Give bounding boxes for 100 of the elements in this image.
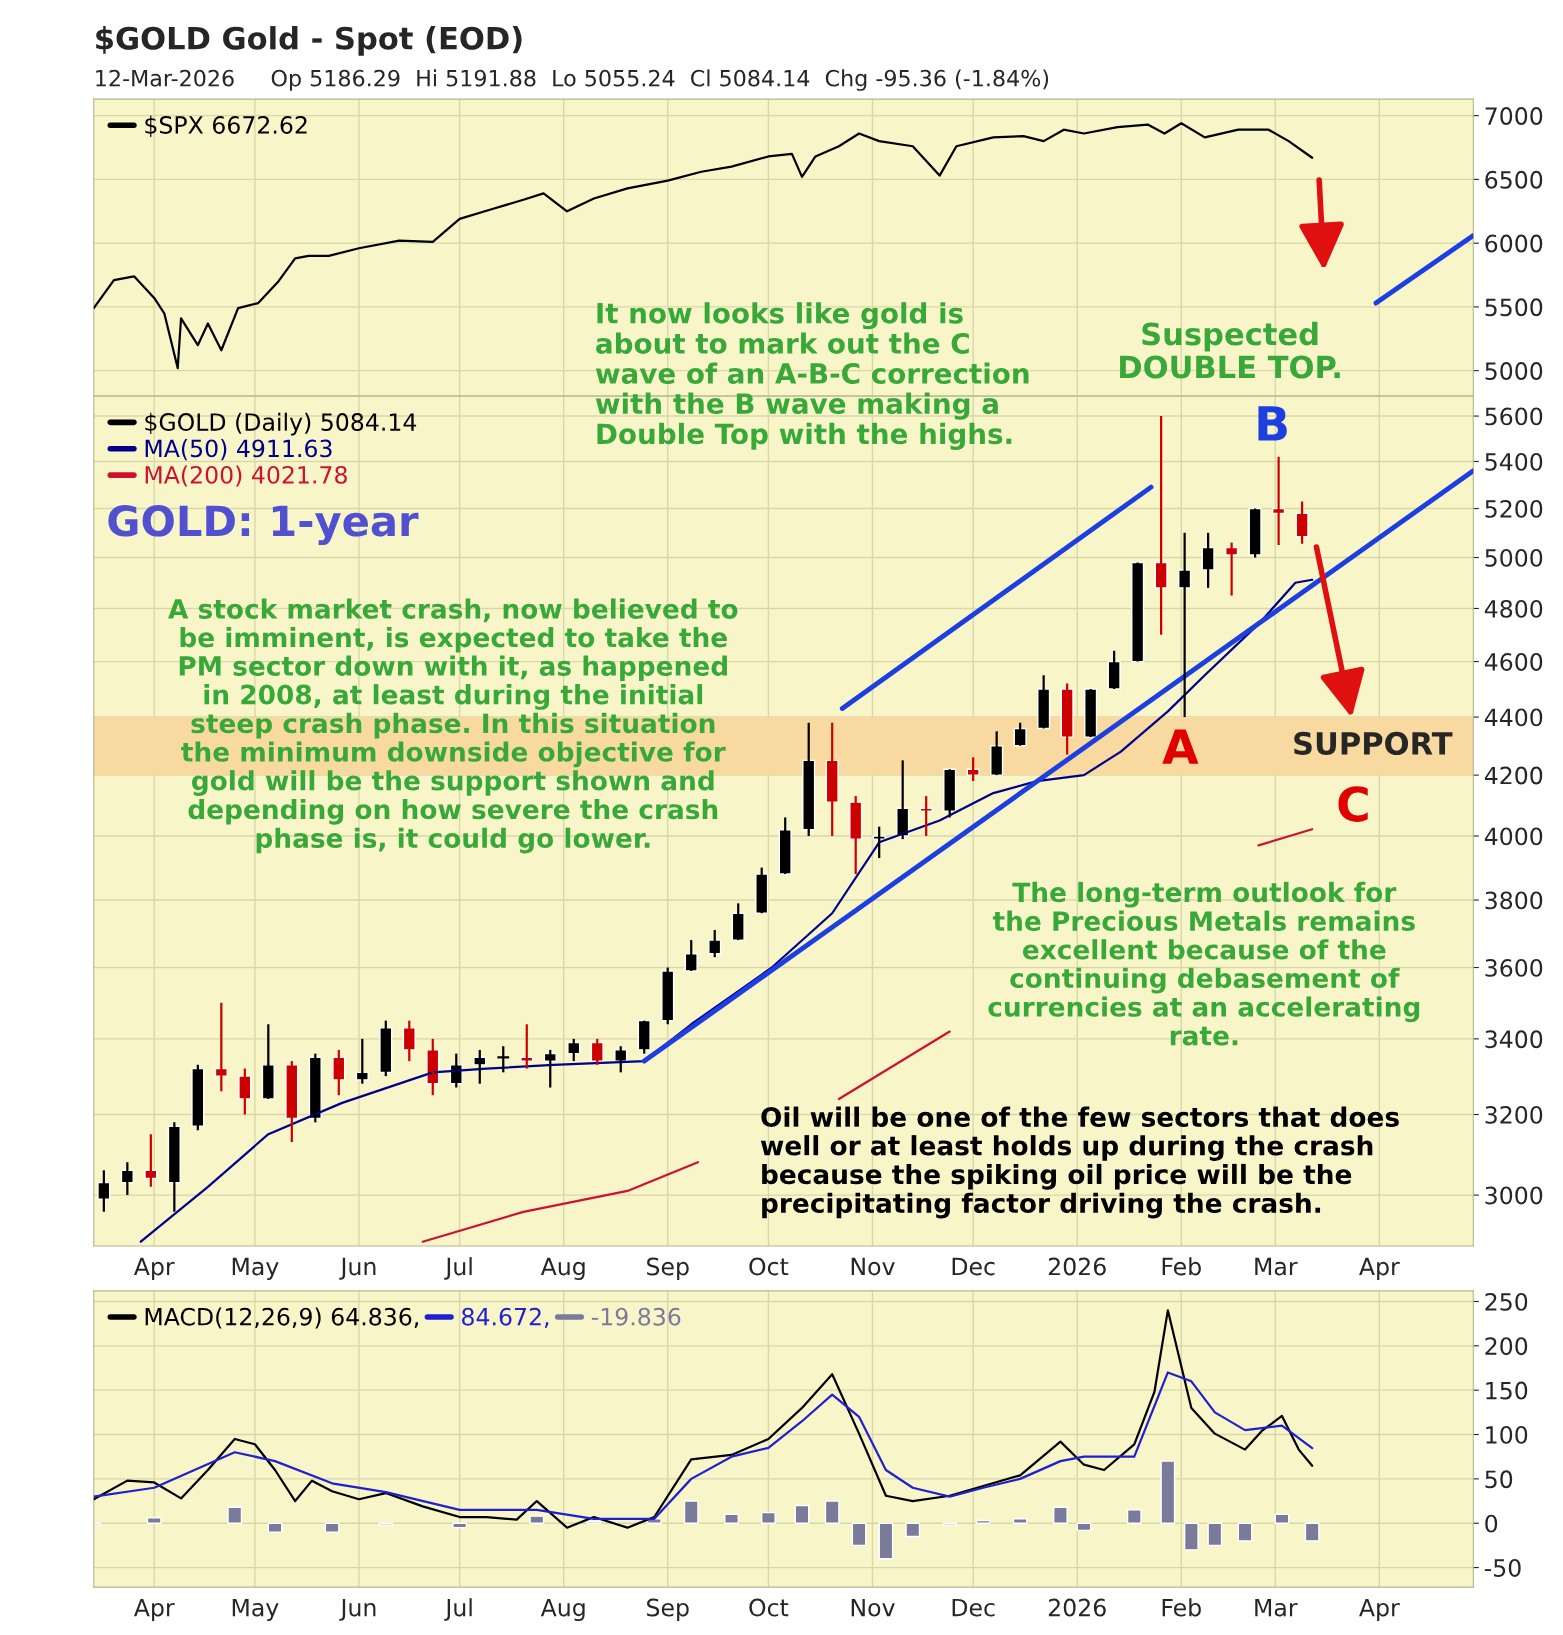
x-tick-label: Jul — [444, 1257, 472, 1280]
y-tick-label: 5400 — [1485, 452, 1543, 471]
x-tick-label: Nov — [851, 1257, 895, 1276]
annotation: It now looks like gold is about to mark out the C wave of an A-B-C correction with the B wave making a Double Top with the highs. — [595, 302, 1029, 450]
x-tick-label: 2026 — [1048, 1257, 1106, 1276]
x-tick-label: Feb — [1162, 1257, 1201, 1276]
y-tick-label: 5000 — [1485, 548, 1543, 567]
x-tick-label: 2026 — [1048, 1598, 1106, 1617]
y-tick-label: 6000 — [1485, 234, 1543, 253]
x-tick-label: Apr — [1359, 1598, 1400, 1622]
bar — [146, 1517, 162, 1524]
bar — [227, 1506, 243, 1524]
x-tick-label: Apr — [133, 1598, 175, 1622]
legend-label: -19.836 — [591, 1307, 681, 1326]
legend-label: MACD(12,26,9) 64.836, — [145, 1307, 418, 1329]
y-tick-label: 4800 — [1484, 599, 1543, 618]
y-tick-label: -50 — [1484, 1559, 1521, 1577]
bar — [1183, 1522, 1199, 1551]
candlestick — [966, 756, 980, 783]
chart-title: $GOLD Gold - Spot (EOD) — [96, 26, 522, 56]
bar — [761, 1511, 776, 1524]
x-tick-label: Sep — [647, 1598, 689, 1622]
x-tick-label: May — [232, 1598, 279, 1622]
legend-label: $GOLD (Daily) 5084.14 — [145, 412, 417, 436]
chart-subtitle: 12-Mar-2026 Op 5186.29 Hi 5191.88 Lo 5055.24 Cl 5084.14 Chg -95.36 (-1.84%) — [96, 69, 1049, 91]
bar — [1207, 1522, 1223, 1547]
annotation: Oil will be one of the few sectors that does well or at least holds up during the crash because the spiking oil price will be the precipitating factor driving the crash. — [760, 1106, 1399, 1219]
candlestick — [872, 825, 886, 860]
y-tick-label: 5500 — [1485, 298, 1543, 317]
bar — [1126, 1509, 1142, 1524]
bar — [851, 1522, 867, 1547]
bar — [683, 1500, 699, 1524]
y-tick-label: 3400 — [1485, 1030, 1543, 1049]
y-tick-label: 250 — [1485, 1292, 1528, 1311]
x-tick-label: Dec — [952, 1598, 995, 1617]
annotation: C — [1338, 786, 1368, 822]
x-tick-label: Dec — [952, 1257, 995, 1276]
x-tick-label: Jun — [339, 1598, 376, 1621]
legend-label: 84.672, — [462, 1307, 549, 1329]
x-tick-label: Sep — [647, 1257, 689, 1280]
x-tick-label: Aug — [540, 1257, 585, 1280]
bar — [1053, 1506, 1068, 1524]
y-tick-label: 4400 — [1484, 708, 1543, 727]
x-tick-label: Oct — [749, 1257, 789, 1276]
bar — [529, 1515, 545, 1524]
bar — [1076, 1522, 1092, 1532]
bar — [1304, 1522, 1320, 1542]
y-tick-label: 150 — [1486, 1381, 1528, 1400]
y-tick-label: 50 — [1485, 1470, 1513, 1489]
annotation: A — [1162, 729, 1199, 764]
y-tick-label: 4000 — [1484, 827, 1543, 846]
y-tick-label: 5200 — [1485, 500, 1543, 518]
x-tick-label: Oct — [749, 1598, 789, 1617]
x-tick-label: Nov — [851, 1598, 895, 1617]
bar — [1237, 1522, 1253, 1542]
bar — [975, 1519, 991, 1524]
x-tick-label: Apr — [133, 1257, 175, 1280]
y-tick-label: 100 — [1486, 1425, 1528, 1444]
x-tick-label: Mar — [1255, 1598, 1298, 1617]
y-tick-label: 6500 — [1485, 170, 1543, 189]
line-series — [93, 1371, 1314, 1520]
annotation: B — [1258, 406, 1287, 441]
bar — [1160, 1460, 1176, 1524]
candlestick — [1131, 561, 1145, 663]
annotation: Suspected DOUBLE TOP. — [1120, 321, 1340, 379]
legend-label: $SPX 6672.62 — [145, 115, 307, 138]
bar — [824, 1500, 840, 1524]
line-series — [93, 1309, 1314, 1529]
bar — [878, 1522, 894, 1560]
legend-label: MA(50) 4911.63 — [145, 439, 332, 461]
annotation: GOLD: 1-year — [108, 505, 419, 545]
y-tick-label: 5000 — [1485, 362, 1543, 380]
x-tick-label: Jun — [339, 1257, 376, 1280]
y-tick-label: 5600 — [1485, 407, 1543, 426]
bar — [1012, 1518, 1028, 1524]
x-tick-label: May — [232, 1257, 279, 1280]
y-tick-label: 4200 — [1484, 766, 1543, 785]
y-tick-label: 0 — [1485, 1514, 1498, 1533]
bar — [1274, 1513, 1290, 1524]
bar — [324, 1522, 340, 1533]
x-tick-label: Aug — [540, 1598, 585, 1622]
bar — [905, 1522, 921, 1538]
x-tick-label: Mar — [1255, 1257, 1298, 1276]
band-label: SUPPORT — [1294, 731, 1453, 755]
x-tick-label: Apr — [1359, 1257, 1400, 1280]
text: A stock market crash, now believed to be imminent, is expected to take the PM sector down with it, as happened in 2008, at least during the initial steep crash phase. In this situation the minimum downside objective for gold will be the support shown and depending on how severe the crash phase is, it could go lower. — [168, 598, 738, 854]
y-tick-label: 7000 — [1485, 107, 1543, 125]
y-tick-label: 4600 — [1484, 653, 1543, 671]
x-tick-label: Feb — [1162, 1598, 1201, 1617]
y-tick-label: 3200 — [1485, 1105, 1543, 1124]
y-tick-label: 200 — [1485, 1337, 1528, 1356]
legend-label: MA(200) 4021.78 — [145, 465, 347, 487]
y-tick-label: 3600 — [1485, 958, 1543, 977]
y-tick-label: 3000 — [1485, 1186, 1543, 1205]
candlestick — [1084, 687, 1098, 739]
bar — [794, 1504, 810, 1524]
x-tick-label: Jul — [444, 1598, 472, 1621]
annotation: The long-term outlook for the Precious Metals remains excellent because of the continuing debasement of currencies at an accelerating rate. — [988, 881, 1420, 1046]
bar — [724, 1513, 739, 1524]
bar — [267, 1522, 283, 1533]
